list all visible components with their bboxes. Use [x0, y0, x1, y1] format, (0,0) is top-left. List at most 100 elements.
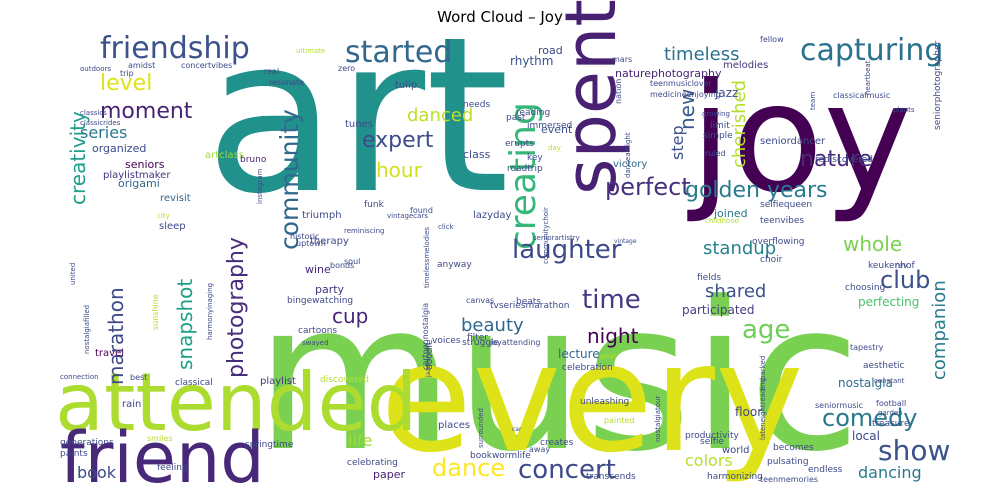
- word-real: real: [264, 67, 279, 76]
- word-beauty: beauty: [461, 315, 524, 336]
- word-pulsating: pulsating: [767, 457, 809, 467]
- word-creates: creates: [540, 438, 574, 448]
- word-naturephotography: naturephotography: [615, 67, 722, 80]
- word-perfect: perfect: [605, 173, 691, 201]
- word-feeling: feeling: [157, 463, 188, 473]
- word-trip: trip: [120, 69, 134, 78]
- word-concertvibes: concertvibes: [181, 61, 232, 70]
- word-companion: companion: [929, 280, 950, 380]
- word-dancealnight: dancealnight: [624, 132, 632, 178]
- word-mars: mars: [612, 55, 632, 64]
- word-organized: organized: [92, 142, 146, 155]
- word-community: community: [275, 109, 304, 250]
- word-past: past: [506, 113, 526, 123]
- word-hour: hour: [376, 158, 423, 182]
- word-creativity: creativity: [66, 111, 90, 205]
- word-moment: moment: [100, 99, 193, 124]
- word-expert: expert: [362, 128, 434, 153]
- word-voices: voices: [432, 336, 461, 346]
- word-outdoors: outdoors: [80, 65, 111, 73]
- word-nature: nature: [800, 147, 872, 172]
- word-doodle: doodle: [425, 339, 435, 370]
- word-level: level: [100, 71, 152, 96]
- word-age: age: [742, 315, 790, 345]
- word-snapshot: snapshot: [173, 279, 197, 370]
- word-concert: concert: [518, 455, 616, 485]
- word-football: football: [876, 399, 906, 408]
- word-started: started: [345, 35, 452, 70]
- word-lazyday: lazyday: [473, 210, 512, 221]
- word-victory: victory: [613, 159, 647, 170]
- word-colors: colors: [685, 451, 733, 470]
- word-therapy: therapy: [310, 236, 349, 247]
- word-origami: origami: [118, 177, 160, 190]
- word-cherished: cherished: [729, 80, 750, 168]
- word-teenmusiclover: teenmusiclover: [650, 79, 712, 88]
- word-great: great: [600, 353, 617, 360]
- word-embarked: embarked: [759, 356, 767, 391]
- word-tvseriesmarathon: tvseriesmarathon: [490, 301, 569, 311]
- word-discovered: discovered: [320, 375, 369, 385]
- word-bingewatching: bingewatching: [287, 296, 353, 306]
- word-reading: reading: [516, 108, 550, 118]
- word-endless: endless: [808, 465, 843, 475]
- word-selfie: selfie: [700, 437, 724, 447]
- word-beats: beats: [516, 297, 541, 307]
- word-canvas: canvas: [466, 296, 494, 305]
- word-reminiscing: reminiscing: [344, 227, 385, 235]
- word-struggle: struggle: [462, 338, 500, 348]
- word-photography: photography: [224, 237, 249, 378]
- word-spent: spent: [550, 0, 632, 195]
- word-seniorartistry: seniorartistry: [533, 234, 580, 242]
- word-seniorphotographer: seniorphotographer: [933, 41, 943, 130]
- word-playlist: playlist: [260, 376, 296, 387]
- word-new: new: [675, 89, 699, 130]
- word-choosing: choosing: [845, 283, 885, 293]
- word-harmonizing: harmonizing: [707, 472, 763, 482]
- word-funk: funk: [364, 200, 385, 210]
- word-seniors: seniors: [125, 158, 165, 171]
- word-nation: nation: [614, 79, 623, 104]
- word-step: step: [668, 125, 687, 160]
- word-childhood: childhood: [705, 217, 739, 225]
- word-road: road: [538, 44, 563, 57]
- word-city: city: [157, 212, 170, 220]
- word-danced: danced: [407, 105, 473, 126]
- word-capturing: capturing: [800, 33, 943, 68]
- word-class: class: [463, 148, 491, 161]
- word-sleep: sleep: [159, 221, 186, 232]
- word-best: best: [130, 373, 147, 382]
- word-participated: participated: [682, 303, 755, 317]
- word-immersed: immersed: [527, 121, 572, 131]
- word-generations: generations: [60, 438, 114, 448]
- word-productivity: productivity: [685, 431, 739, 441]
- word-jazzconcert: jazzconcert: [425, 342, 432, 378]
- word-nostalgiatour: nostalgiatour: [654, 396, 662, 442]
- word-jazz: jazz: [714, 86, 738, 100]
- word-seniordancer: seniordancer: [760, 136, 826, 147]
- word-melodies: melodies: [723, 60, 768, 71]
- word-lateneightreading: lateneightreading: [759, 378, 767, 440]
- word-classicrides: classicrides: [80, 119, 121, 127]
- word-friend: friend: [60, 417, 265, 499]
- word-wine: wine: [305, 263, 331, 276]
- word-standup: standup: [703, 238, 776, 259]
- word-time: time: [582, 285, 641, 315]
- word-laughter: laughter: [512, 235, 622, 265]
- word-rev: rev: [895, 261, 908, 270]
- word-life: life: [348, 431, 372, 450]
- word-classicalmusic: classicalmusic: [833, 91, 890, 100]
- word-dancing: dancing: [858, 463, 922, 482]
- word-playlistmaker: playlistmaker: [103, 170, 171, 181]
- word-garden: garden: [878, 409, 903, 417]
- word-celebration: celebration: [562, 363, 613, 373]
- word-heartbeat: heartbeat: [864, 60, 872, 95]
- word-golden-years: golden years: [685, 178, 828, 203]
- word-needs: needs: [463, 100, 490, 110]
- word-rediscovered: rediscovered: [815, 155, 873, 165]
- word-cup: cup: [332, 304, 368, 328]
- word-joined: joined: [713, 207, 748, 220]
- word-overflowing: overflowing: [752, 237, 805, 247]
- word-series: series: [80, 123, 127, 142]
- word-attended: attended: [55, 356, 417, 449]
